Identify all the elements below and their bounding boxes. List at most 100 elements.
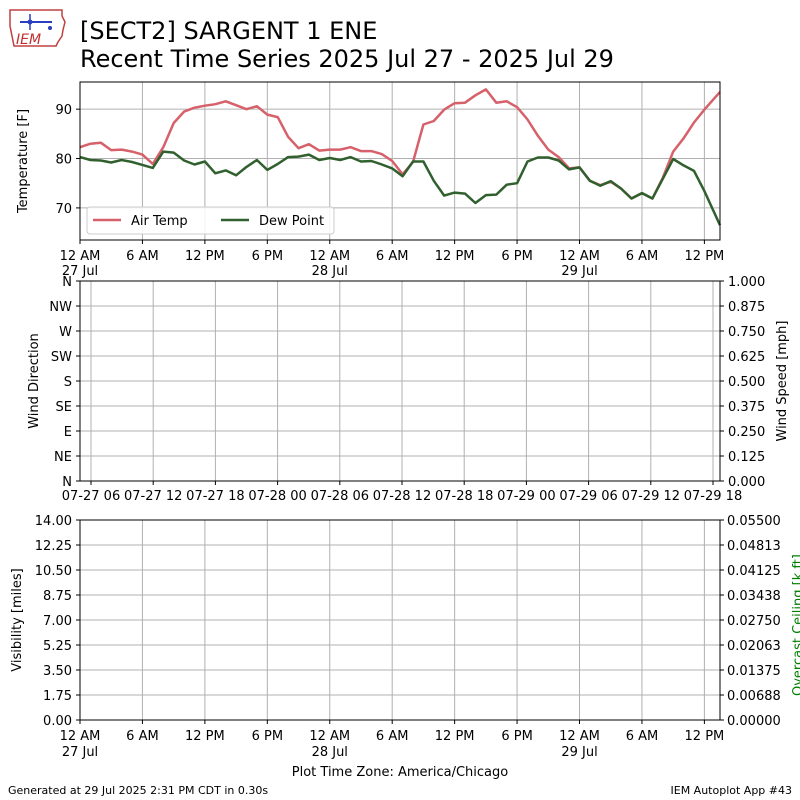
temp-x-date-label: 28 Jul xyxy=(312,264,348,279)
wind-x-tick-label: 07-29 06 xyxy=(559,489,617,504)
ceiling-tick-label: 0.03438 xyxy=(727,589,781,604)
wind-x-tick-label: 07-28 18 xyxy=(435,489,493,504)
temp-x-tick-label: 12 AM xyxy=(60,249,101,264)
wind-speed-tick-label: 0.000 xyxy=(728,475,765,490)
temp-x-tick-label: 12 PM xyxy=(685,249,725,264)
visibility-x-tick-label: 12 PM xyxy=(685,729,725,744)
temp-legend: Air Temp Dew Point xyxy=(86,206,335,235)
wind-direction-tick-label: NW xyxy=(49,300,72,315)
visibility-tick-label: 8.75 xyxy=(43,589,72,604)
visibility-x-tick-label: 6 AM xyxy=(126,729,159,744)
temp-x-tick-label: 12 AM xyxy=(559,249,600,264)
wind-speed-axis-label: Wind Speed [mph] xyxy=(775,321,790,442)
wind-direction-tick-label: N xyxy=(62,475,72,490)
wind-ticks: N NE E SE S SW W NW N 0.000 0.125 0.250 0.375 0.500 0.… xyxy=(49,275,765,504)
temp-x-tick-label: 6 PM xyxy=(501,249,532,264)
ceiling-tick-label: 0.04125 xyxy=(727,564,781,579)
visibility-axis-label: Visibility [miles] xyxy=(10,568,25,671)
wind-speed-tick-label: 1.000 xyxy=(728,275,765,290)
wind-x-tick-label: 07-27 12 xyxy=(124,489,182,504)
visibility-tick-label: 10.50 xyxy=(35,564,72,579)
visibility-ticks: 0.00 1.75 3.50 5.25 7.00 8.75 10.50 12.25 14.00 0… xyxy=(35,514,781,760)
visibility-x-tick-label: 12 PM xyxy=(185,729,225,744)
ceiling-tick-label: 0.00688 xyxy=(727,689,781,704)
temp-x-tick-label: 6 PM xyxy=(252,249,283,264)
temp-x-tick-label: 12 PM xyxy=(185,249,225,264)
wind-direction-axis-label: Wind Direction xyxy=(27,333,42,429)
visibility-x-tick-label: 12 AM xyxy=(559,729,600,744)
visibility-tick-label: 12.25 xyxy=(35,539,72,554)
wind-direction-tick-label: S xyxy=(64,375,72,390)
visibility-tick-label: 14.00 xyxy=(35,514,72,529)
visibility-tick-label: 7.00 xyxy=(43,614,72,629)
wind-x-tick-label: 07-27 18 xyxy=(186,489,244,504)
visibility-x-date-label: 27 Jul xyxy=(62,745,98,760)
wind-direction-tick-label: NE xyxy=(54,450,72,465)
wind-x-tick-label: 07-28 06 xyxy=(311,489,369,504)
wind-direction-tick-label: E xyxy=(64,425,72,440)
temp-y-tick-label: 80 xyxy=(55,153,72,168)
wind-speed-tick-label: 0.500 xyxy=(728,375,765,390)
wind-speed-tick-label: 0.875 xyxy=(728,300,765,315)
wind-speed-tick-label: 0.625 xyxy=(728,350,765,365)
wind-x-tick-label: 07-29 18 xyxy=(684,489,742,504)
visibility-x-tick-label: 6 AM xyxy=(376,729,409,744)
generated-timestamp: Generated at 29 Jul 2025 2:31 PM CDT in … xyxy=(8,784,269,797)
wind-speed-tick-label: 0.750 xyxy=(728,325,765,340)
visibility-tick-label: 1.75 xyxy=(43,689,72,704)
chart-title: [SECT2] SARGENT 1 ENE xyxy=(80,17,378,45)
wind-direction-tick-label: SE xyxy=(56,400,72,415)
visibility-grid xyxy=(79,519,720,721)
legend-box xyxy=(86,206,335,235)
visibility-x-tick-label: 6 PM xyxy=(252,729,283,744)
temp-series xyxy=(79,88,722,226)
temp-x-tick-label: 6 AM xyxy=(376,249,409,264)
ceiling-tick-label: 0.05500 xyxy=(727,514,781,529)
temp-x-tick-label: 6 AM xyxy=(126,249,159,264)
ceiling-tick-label: 0.02750 xyxy=(727,614,781,629)
temp-x-tick-label: 12 AM xyxy=(309,249,350,264)
logo-text: IEM xyxy=(16,32,41,48)
temp-axes-frame xyxy=(79,81,721,241)
temp-x-date-label: 27 Jul xyxy=(62,264,98,279)
ceiling-axis-label: Overcast Ceiling [k ft] xyxy=(791,554,800,696)
dew-point-line xyxy=(79,150,722,226)
wind-speed-tick-label: 0.375 xyxy=(728,400,765,415)
temp-y-tick-label: 90 xyxy=(55,103,72,118)
wind-speed-tick-label: 0.125 xyxy=(728,450,765,465)
ceiling-tick-label: 0.02063 xyxy=(727,639,781,654)
temp-axis-label: Temperature [F] xyxy=(16,109,31,214)
visibility-tick-label: 3.50 xyxy=(43,664,72,679)
ceiling-tick-label: 0.01375 xyxy=(727,664,781,679)
wind-x-tick-label: 07-27 06 xyxy=(62,489,120,504)
wind-x-tick-label: 07-29 00 xyxy=(497,489,555,504)
wind-x-tick-label: 07-28 00 xyxy=(248,489,306,504)
wind-direction-tick-label: W xyxy=(59,325,72,340)
visibility-x-date-label: 29 Jul xyxy=(561,745,597,760)
legend-dewpoint-label: Dew Point xyxy=(259,214,324,229)
visibility-tick-label: 5.25 xyxy=(43,639,72,654)
wind-x-tick-label: 07-29 12 xyxy=(622,489,680,504)
ceiling-tick-label: 0.00000 xyxy=(727,714,781,729)
visibility-x-tick-label: 12 AM xyxy=(60,729,101,744)
wind-x-tick-label: 07-28 12 xyxy=(373,489,431,504)
wind-grid xyxy=(80,280,720,482)
timezone-label: Plot Time Zone: America/Chicago xyxy=(292,765,508,780)
autoplot-app-label: IEM Autoplot App #43 xyxy=(670,784,793,797)
temp-x-tick-label: 12 PM xyxy=(435,249,475,264)
ceiling-tick-label: 0.04813 xyxy=(727,539,781,554)
chart-subtitle: Recent Time Series 2025 Jul 27 - 2025 Ju… xyxy=(80,45,614,73)
visibility-x-date-label: 28 Jul xyxy=(312,745,348,760)
visibility-x-tick-label: 6 AM xyxy=(626,729,659,744)
visibility-x-tick-label: 6 PM xyxy=(501,729,532,744)
iem-logo: IEM xyxy=(6,6,68,54)
temp-x-tick-label: 6 AM xyxy=(626,249,659,264)
wind-direction-tick-label: SW xyxy=(51,350,72,365)
visibility-x-tick-label: 12 PM xyxy=(435,729,475,744)
visibility-x-tick-label: 12 AM xyxy=(309,729,350,744)
wind-speed-tick-label: 0.250 xyxy=(728,425,765,440)
temp-x-date-label: 29 Jul xyxy=(561,264,597,279)
wind-direction-tick-label: N xyxy=(62,275,72,290)
